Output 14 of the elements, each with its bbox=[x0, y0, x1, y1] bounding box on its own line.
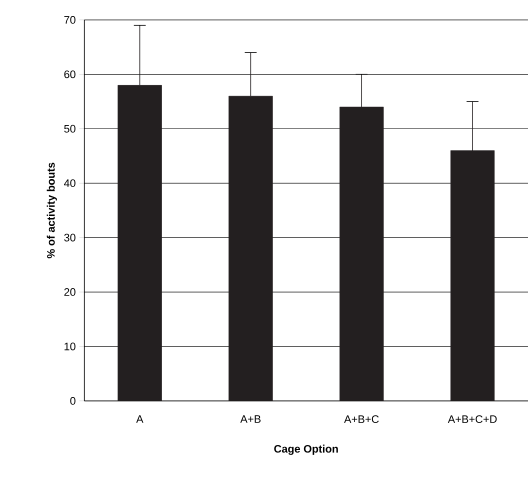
y-tick-label: 10 bbox=[64, 342, 76, 350]
x-axis-title: Cage Option bbox=[274, 444, 338, 455]
y-tick-label: 50 bbox=[64, 124, 76, 132]
y-tick-label: 20 bbox=[64, 288, 76, 296]
y-tick-label: 60 bbox=[64, 70, 76, 78]
x-tick-label: A+B+C+D bbox=[448, 415, 497, 423]
y-tick-label: 30 bbox=[64, 234, 76, 242]
y-tick-label: 70 bbox=[64, 16, 76, 24]
y-tick-label: 40 bbox=[64, 179, 76, 187]
y-tick-label: 0 bbox=[70, 396, 76, 405]
y-axis-title: % of activity bouts bbox=[46, 162, 57, 258]
x-tick-label: A+B bbox=[240, 415, 261, 423]
x-tick-label: A+B+C bbox=[344, 415, 379, 423]
x-tick-label: A bbox=[136, 415, 144, 423]
